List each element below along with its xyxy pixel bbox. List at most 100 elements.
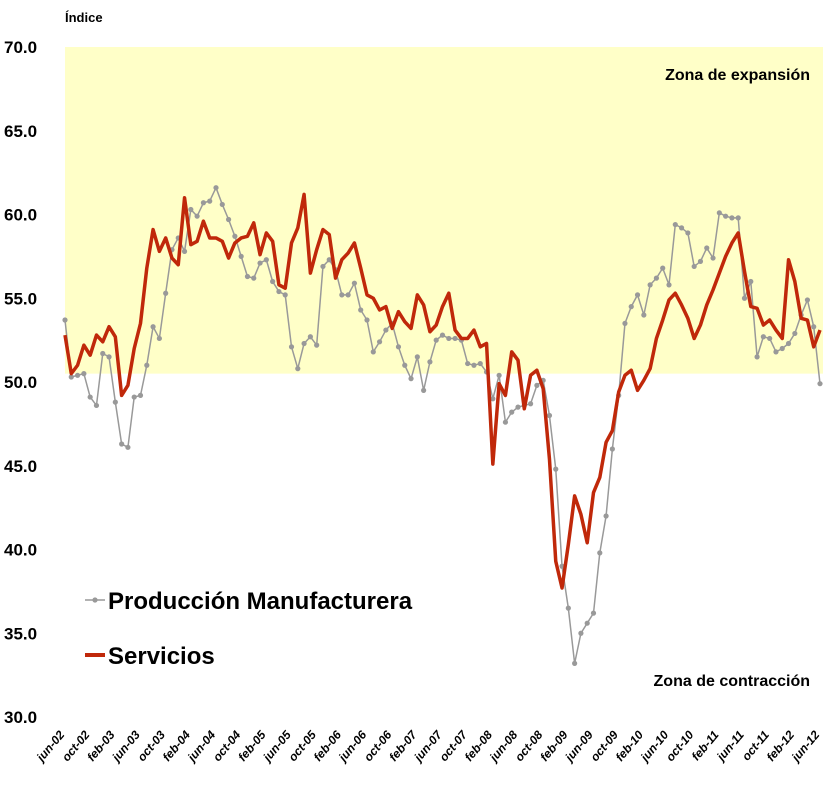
point: [427, 359, 433, 365]
y-tick-label: 55.0: [4, 289, 37, 308]
y-tick-label: 45.0: [4, 457, 37, 476]
point: [326, 257, 332, 263]
point: [634, 292, 641, 298]
point: [301, 340, 307, 347]
point: [471, 362, 477, 368]
point: [119, 441, 125, 447]
y-tick-label: 50.0: [4, 373, 37, 392]
point: [565, 605, 571, 611]
point: [106, 354, 112, 360]
point: [817, 381, 823, 387]
point: [578, 630, 584, 636]
point: [93, 402, 100, 409]
point: [785, 340, 792, 347]
point: [496, 372, 502, 378]
point: [112, 399, 118, 405]
point: [653, 275, 660, 281]
point: [691, 263, 697, 270]
point: [465, 360, 471, 367]
point: [697, 258, 704, 264]
point: [307, 334, 313, 340]
point: [509, 409, 515, 415]
point: [584, 620, 590, 626]
point: [270, 278, 276, 285]
point: [760, 334, 766, 340]
point: [754, 354, 760, 360]
series-line: [63, 192, 822, 590]
point: [144, 362, 150, 368]
point: [131, 394, 137, 400]
point: [320, 263, 326, 270]
point: [597, 550, 603, 556]
point: [282, 292, 288, 298]
point: [263, 257, 269, 263]
point: [219, 201, 225, 208]
point: [609, 446, 615, 452]
point: [811, 324, 817, 330]
point: [477, 360, 483, 367]
point: [402, 362, 408, 368]
point: [408, 376, 414, 382]
y-tick-label: 30.0: [4, 708, 37, 727]
point: [452, 335, 458, 342]
point: [163, 290, 169, 296]
point: [628, 304, 634, 310]
point: [433, 337, 439, 343]
annotation: Zona de expansión: [665, 67, 810, 84]
point: [358, 307, 364, 313]
y-tick-label: 40.0: [4, 541, 37, 560]
point: [276, 288, 282, 295]
point: [804, 297, 811, 303]
point: [74, 372, 81, 378]
point: [603, 513, 609, 519]
point: [660, 265, 666, 271]
point: [345, 292, 351, 298]
point: [773, 349, 779, 355]
legend-marker: [92, 597, 98, 603]
point: [232, 233, 238, 239]
point: [590, 610, 597, 616]
x-tick-label: oct-10: [663, 728, 697, 764]
point: [534, 382, 540, 388]
y-tick-label: 65.0: [4, 122, 37, 141]
point: [288, 344, 295, 350]
point: [370, 349, 376, 355]
point: [779, 345, 785, 352]
point: [685, 230, 691, 236]
point: [339, 292, 345, 298]
point: [225, 216, 232, 223]
point: [314, 342, 320, 348]
point: [251, 275, 257, 281]
point: [716, 210, 722, 216]
point: [572, 660, 578, 667]
y-axis-title: Índice: [65, 10, 103, 25]
point: [238, 253, 244, 259]
expansion-zone: [65, 47, 823, 374]
point: [421, 387, 427, 393]
point: [68, 374, 74, 380]
point: [137, 392, 144, 398]
point: [502, 419, 509, 425]
point: [194, 213, 200, 219]
point: [81, 371, 87, 377]
point: [490, 396, 496, 402]
point: [188, 206, 194, 213]
point: [150, 324, 156, 330]
point: [641, 312, 647, 318]
annotation: Zona de contracción: [654, 673, 810, 690]
point: [446, 335, 452, 342]
point: [546, 412, 553, 419]
point: [62, 317, 68, 323]
point: [257, 260, 263, 266]
point: [156, 335, 162, 342]
point: [125, 444, 131, 450]
point: [647, 282, 653, 288]
point: [395, 344, 402, 350]
point: [376, 339, 383, 345]
point: [383, 327, 389, 333]
point: [515, 404, 521, 410]
point: [414, 354, 420, 360]
legend-label: Servicios: [108, 643, 215, 670]
point: [527, 401, 534, 407]
